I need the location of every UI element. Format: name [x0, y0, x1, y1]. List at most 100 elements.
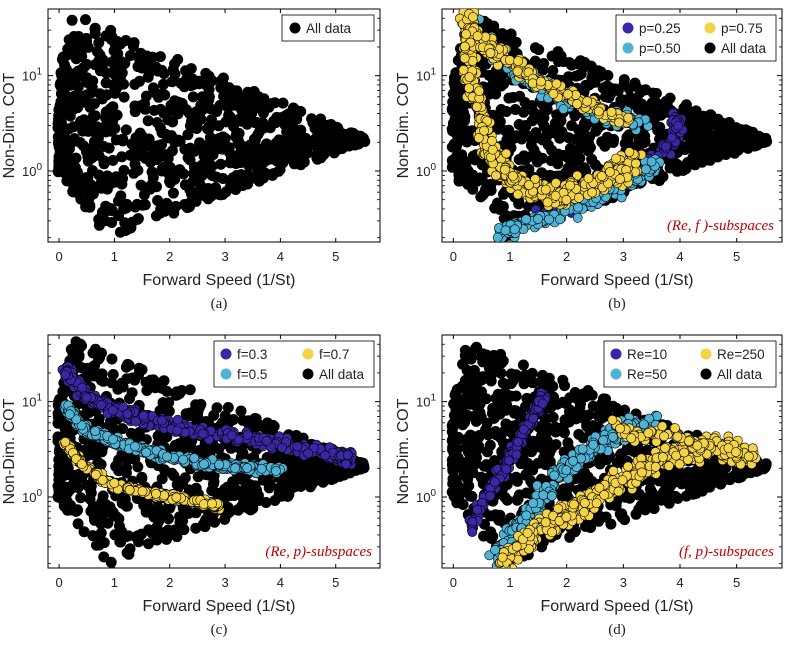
scatter-points [52, 14, 371, 238]
all-data-point [120, 531, 132, 543]
series-point-p=0.75 [583, 173, 594, 184]
all-data-point [107, 506, 119, 518]
all-data-point [76, 471, 88, 483]
all-data-point [519, 97, 531, 109]
all-data-point [592, 65, 604, 77]
all-data-point [224, 111, 236, 123]
x-tick-label: 2 [563, 249, 570, 264]
all-data-point [483, 69, 495, 81]
all-data-point [143, 538, 155, 550]
series-point-f=0.3 [107, 405, 118, 416]
all-data-point [530, 149, 542, 161]
series-point-f=0.5 [256, 463, 267, 474]
all-data-point [97, 375, 109, 387]
all-data-point [151, 154, 163, 166]
series-point-p=0.75 [527, 78, 538, 89]
all-data-point [324, 462, 336, 474]
all-data-point [81, 89, 93, 101]
all-data-point [250, 413, 262, 425]
series-point-f=0.5 [64, 409, 75, 420]
series-point-f=0.3 [60, 369, 71, 380]
legend-marker [622, 42, 634, 54]
all-data-point [357, 461, 369, 473]
all-data-point [731, 125, 743, 137]
series-point-p=0.75 [587, 187, 598, 198]
all-data-point [71, 166, 83, 178]
y-tick-label: 100 [22, 162, 42, 179]
series-point-p=0.75 [542, 197, 553, 208]
series-point-p=0.75 [551, 177, 561, 188]
x-tick-label: 1 [506, 249, 513, 264]
series-point-p=0.75 [512, 189, 523, 200]
all-data-point [129, 106, 141, 118]
all-data-point [336, 469, 348, 481]
legend-marker [622, 22, 634, 34]
series-point-p=0.75 [605, 166, 615, 177]
all-data-point [162, 152, 174, 164]
all-data-point [639, 130, 651, 142]
series-point-f=0.3 [130, 416, 141, 427]
series-point-f=0.5 [230, 463, 241, 474]
all-data-point [57, 51, 69, 63]
all-data-point [207, 149, 219, 161]
all-data-point [56, 70, 68, 82]
all-data-point [213, 120, 225, 132]
all-data-point [187, 73, 199, 85]
all-data-point [264, 143, 276, 155]
series-point-f=0.5 [141, 447, 152, 458]
all-data-point [316, 150, 328, 162]
all-data-point [251, 145, 263, 157]
series-point-p=0.75 [464, 83, 474, 93]
all-data-point [350, 131, 362, 143]
all-data-point [77, 125, 89, 137]
all-data-point [312, 118, 324, 130]
all-data-point [208, 476, 220, 488]
series-point-p=0.75 [550, 190, 561, 201]
all-data-point [106, 205, 118, 217]
all-data-point [513, 119, 525, 131]
all-data-point [96, 93, 108, 105]
series-point-p=0.75 [485, 48, 496, 58]
all-data-point [84, 186, 96, 198]
series-point-f=0.7 [109, 478, 120, 488]
series-point-p=0.50 [544, 214, 554, 225]
all-data-point [53, 487, 65, 499]
subspace-annotation: (Re, f )-subspaces [667, 218, 774, 234]
series-point-p=0.75 [512, 66, 523, 77]
all-data-point [689, 142, 701, 154]
all-data-point [615, 95, 627, 107]
all-data-point [135, 47, 147, 59]
all-data-point [245, 493, 257, 505]
all-data-point [237, 474, 249, 486]
series-point-f=0.3 [138, 410, 149, 421]
series-point-p=0.50 [555, 214, 565, 225]
x-tick-label: 4 [277, 249, 284, 264]
series-point-p=0.75 [500, 164, 510, 175]
series-point-p=0.75 [574, 192, 584, 203]
all-data-point [536, 167, 548, 179]
all-data-point [98, 551, 110, 563]
all-data-point [714, 123, 726, 135]
all-data-point [712, 151, 724, 163]
all-data-point [155, 103, 167, 115]
all-data-point [240, 176, 252, 188]
all-data-point [132, 164, 144, 176]
legend-marker [289, 22, 301, 34]
all-data-point [277, 111, 289, 123]
all-data-point [253, 126, 265, 138]
series-point-p=0.75 [623, 112, 634, 123]
series-point-p=0.75 [536, 76, 546, 87]
all-data-point [120, 467, 132, 479]
series-point-p=0.75 [471, 101, 482, 112]
all-data-point [95, 518, 107, 530]
series-point-p=0.50 [573, 202, 584, 213]
series-point-p=0.75 [582, 96, 593, 107]
series-point-p=0.50 [572, 212, 583, 223]
all-data-point [53, 110, 65, 122]
all-data-point [561, 150, 573, 162]
all-data-point [258, 156, 270, 168]
all-data-point [69, 133, 81, 145]
